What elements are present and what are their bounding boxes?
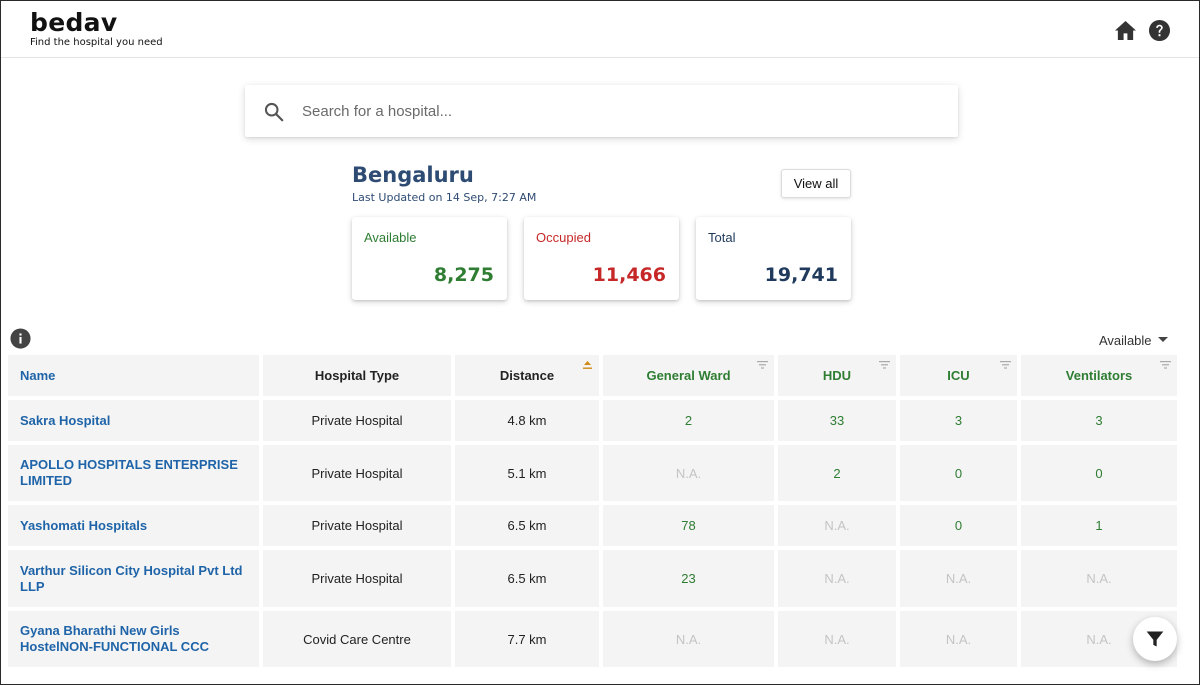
- hospital-type: Private Hospital: [263, 445, 451, 501]
- column-header-label: Name: [20, 368, 56, 383]
- sort-ascending-icon: [583, 361, 592, 369]
- total-card: Total 19,741: [696, 217, 851, 300]
- view-all-button[interactable]: View all: [781, 169, 851, 198]
- occupied-label: Occupied: [536, 230, 591, 245]
- column-header-icu[interactable]: ICU: [900, 355, 1017, 396]
- filter-lines-icon: [879, 361, 890, 369]
- sort-select-value: Available: [1099, 332, 1152, 348]
- table-row[interactable]: APOLLO HOSPITALS ENTERPRISE LIMITED Priv…: [8, 445, 1177, 501]
- caret-down-icon: [1157, 337, 1168, 342]
- hospital-name[interactable]: APOLLO HOSPITALS ENTERPRISE LIMITED: [8, 445, 259, 501]
- column-header-label: ICU: [947, 368, 970, 383]
- general-ward-count: 78: [603, 505, 774, 546]
- distance: 7.7 km: [455, 611, 599, 667]
- column-header-name[interactable]: Name: [8, 355, 259, 396]
- hospital-type: Private Hospital: [263, 550, 451, 607]
- help-icon[interactable]: [1147, 18, 1171, 42]
- hdu-count: N.A.: [778, 550, 896, 607]
- column-header-label: Distance: [499, 368, 555, 383]
- hospital-name[interactable]: Gyana Bharathi New Girls HostelNON-FUNCT…: [8, 611, 259, 667]
- total-value: 19,741: [764, 264, 838, 286]
- column-header-label: Ventilators: [1065, 368, 1133, 383]
- last-updated: Last Updated on 14 Sep, 7:27 AM: [352, 191, 537, 204]
- hospital-table: Name Hospital Type Distance General Ward…: [4, 351, 1181, 671]
- distance: 6.5 km: [455, 550, 599, 607]
- general-ward-count: N.A.: [603, 445, 774, 501]
- icu-count: N.A.: [900, 550, 1017, 607]
- ventilators-count: N.A.: [1021, 550, 1177, 607]
- column-header-hospital-type[interactable]: Hospital Type: [263, 355, 451, 396]
- table-row[interactable]: Yashomati Hospitals Private Hospital 6.5…: [8, 505, 1177, 546]
- general-ward-count: N.A.: [603, 611, 774, 667]
- city-title: Bengaluru: [352, 163, 474, 187]
- distance: 4.8 km: [455, 400, 599, 441]
- tagline: Find the hospital you need: [30, 37, 163, 48]
- column-header-label: Hospital Type: [314, 368, 400, 383]
- table-row[interactable]: Sakra Hospital Private Hospital 4.8 km 2…: [8, 400, 1177, 441]
- app-header: bedav Find the hospital you need: [1, 1, 1199, 58]
- general-ward-count: 23: [603, 550, 774, 607]
- filter-lines-icon: [1160, 361, 1171, 369]
- total-label: Total: [708, 230, 736, 245]
- info-icon[interactable]: [10, 328, 31, 349]
- hdu-count: 33: [778, 400, 896, 441]
- filter-fab-button[interactable]: [1133, 617, 1177, 661]
- hospital-name[interactable]: Yashomati Hospitals: [8, 505, 259, 546]
- hospital-type: Covid Care Centre: [263, 611, 451, 667]
- home-icon[interactable]: [1113, 18, 1137, 42]
- hdu-count: N.A.: [778, 505, 896, 546]
- hospital-type: Private Hospital: [263, 400, 451, 441]
- column-header-distance[interactable]: Distance: [455, 355, 599, 396]
- hospital-name[interactable]: Sakra Hospital: [8, 400, 259, 441]
- sort-select[interactable]: Available: [1099, 332, 1168, 348]
- filter-lines-icon: [757, 361, 768, 369]
- search-icon: [264, 102, 284, 122]
- filter-lines-icon: [1000, 361, 1011, 369]
- available-value: 8,275: [433, 264, 494, 286]
- icu-count: N.A.: [900, 611, 1017, 667]
- available-label: Available: [364, 230, 417, 245]
- hdu-count: N.A.: [778, 611, 896, 667]
- icu-count: 0: [900, 505, 1017, 546]
- logo[interactable]: bedav: [30, 8, 118, 37]
- icu-count: 3: [900, 400, 1017, 441]
- icu-count: 0: [900, 445, 1017, 501]
- ventilators-count: 0: [1021, 445, 1177, 501]
- table-row[interactable]: Varthur Silicon City Hospital Pvt Ltd LL…: [8, 550, 1177, 607]
- hdu-count: 2: [778, 445, 896, 501]
- ventilators-count: 1: [1021, 505, 1177, 546]
- search-input[interactable]: [302, 85, 942, 137]
- column-header-general-ward[interactable]: General Ward: [603, 355, 774, 396]
- general-ward-count: 2: [603, 400, 774, 441]
- occupied-value: 11,466: [592, 264, 666, 286]
- table-row[interactable]: Gyana Bharathi New Girls HostelNON-FUNCT…: [8, 611, 1177, 667]
- column-header-hdu[interactable]: HDU: [778, 355, 896, 396]
- available-card: Available 8,275: [352, 217, 507, 300]
- search-bar: [245, 85, 958, 137]
- distance: 6.5 km: [455, 505, 599, 546]
- column-header-ventilators[interactable]: Ventilators: [1021, 355, 1177, 396]
- hospital-name[interactable]: Varthur Silicon City Hospital Pvt Ltd LL…: [8, 550, 259, 607]
- hospital-type: Private Hospital: [263, 505, 451, 546]
- filter-icon: [1146, 631, 1164, 647]
- column-header-label: HDU: [822, 368, 852, 383]
- column-header-label: General Ward: [646, 368, 731, 383]
- ventilators-count: 3: [1021, 400, 1177, 441]
- distance: 5.1 km: [455, 445, 599, 501]
- occupied-card: Occupied 11,466: [524, 217, 679, 300]
